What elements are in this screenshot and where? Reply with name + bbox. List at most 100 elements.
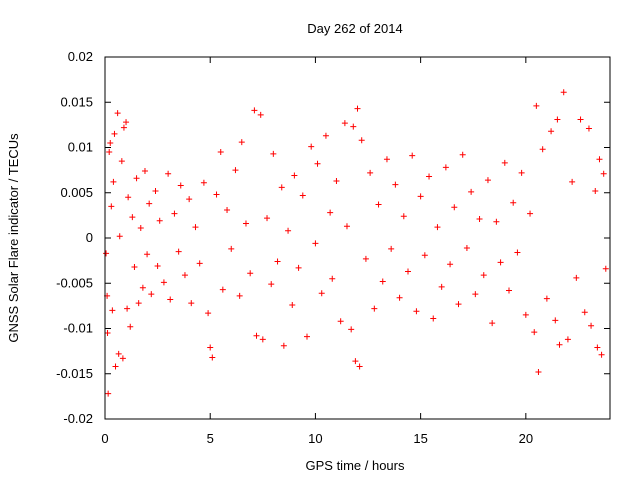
data-point	[304, 333, 310, 340]
data-point	[489, 320, 496, 327]
data-point	[289, 301, 296, 308]
data-point	[105, 390, 112, 397]
data-point	[484, 177, 491, 184]
data-point	[175, 248, 182, 255]
data-point	[602, 265, 609, 272]
chart-title: Day 262 of 2014	[307, 21, 402, 36]
data-point	[167, 296, 174, 303]
data-point	[375, 201, 382, 208]
data-point	[232, 167, 239, 174]
data-point	[295, 264, 302, 271]
data-point	[144, 251, 151, 258]
data-point	[280, 342, 287, 349]
data-point	[392, 181, 399, 188]
data-point	[337, 318, 344, 325]
data-point	[527, 210, 534, 217]
plot-frame	[104, 56, 611, 420]
data-point	[442, 164, 449, 171]
data-point	[106, 149, 113, 156]
data-point	[592, 187, 599, 194]
data-point	[327, 209, 334, 216]
data-point	[463, 244, 470, 251]
data-point	[388, 245, 395, 252]
data-point	[124, 305, 131, 312]
data-point	[274, 258, 281, 265]
data-point	[205, 310, 212, 317]
data-point	[177, 182, 184, 189]
data-point	[451, 204, 458, 211]
data-point	[120, 124, 127, 131]
data-point	[430, 315, 437, 322]
data-point	[564, 336, 571, 343]
data-point	[192, 224, 199, 231]
x-tick-labels: 0 5 10 15 20	[101, 431, 533, 446]
x-tick-label: 5	[207, 431, 214, 446]
data-point	[455, 301, 462, 308]
x-tick-label: 15	[413, 431, 427, 446]
data-point	[131, 263, 138, 270]
data-point	[438, 283, 445, 290]
data-point	[270, 150, 277, 157]
y-axis-label: GNSS Solar Flare indicator / TECUs	[6, 133, 21, 343]
data-point	[329, 275, 336, 282]
data-point	[181, 272, 188, 279]
data-point	[518, 169, 525, 176]
data-point	[127, 323, 134, 330]
data-point	[600, 170, 607, 177]
data-point	[213, 191, 220, 198]
data-point	[476, 215, 483, 222]
data-point	[598, 351, 605, 358]
data-point	[417, 193, 424, 200]
data-point	[217, 149, 224, 156]
data-point	[333, 177, 340, 184]
data-point	[354, 105, 361, 112]
data-points	[103, 89, 609, 397]
data-point	[322, 132, 329, 139]
data-point	[539, 146, 546, 153]
data-point	[112, 363, 119, 370]
data-point	[409, 152, 416, 159]
data-point	[253, 332, 260, 339]
data-point	[146, 200, 153, 207]
data-point	[501, 159, 508, 166]
data-point	[152, 187, 159, 194]
data-point	[514, 249, 521, 256]
data-point	[107, 139, 114, 146]
data-point	[447, 261, 454, 268]
data-point	[426, 173, 433, 180]
data-point	[581, 309, 588, 316]
data-point	[264, 215, 271, 222]
data-point	[396, 294, 403, 301]
data-point	[552, 317, 559, 324]
y-tick-label: 0.01	[68, 140, 93, 155]
data-point	[352, 358, 359, 365]
data-point	[468, 188, 475, 195]
data-point	[188, 300, 195, 307]
data-point	[200, 179, 207, 186]
data-point	[224, 206, 231, 213]
data-point	[299, 192, 306, 199]
x-tick-label: 20	[519, 431, 533, 446]
data-point	[341, 120, 348, 127]
data-point	[114, 110, 121, 117]
data-point	[148, 291, 155, 298]
y-tick-label: -0.01	[63, 321, 93, 336]
data-point	[497, 259, 504, 266]
y-tick-label: -0.015	[56, 366, 93, 381]
data-point	[228, 245, 235, 252]
data-point	[109, 307, 116, 314]
data-point	[209, 354, 216, 361]
data-point	[543, 295, 550, 302]
data-point	[171, 210, 178, 217]
data-point	[103, 250, 110, 257]
y-tick-label: -0.02	[63, 411, 93, 426]
data-point	[236, 292, 243, 299]
data-point	[139, 284, 146, 291]
data-point	[348, 326, 355, 333]
data-point	[472, 291, 479, 298]
data-point	[115, 350, 122, 357]
data-point	[510, 199, 517, 206]
data-point	[247, 270, 254, 277]
data-point	[371, 305, 378, 312]
